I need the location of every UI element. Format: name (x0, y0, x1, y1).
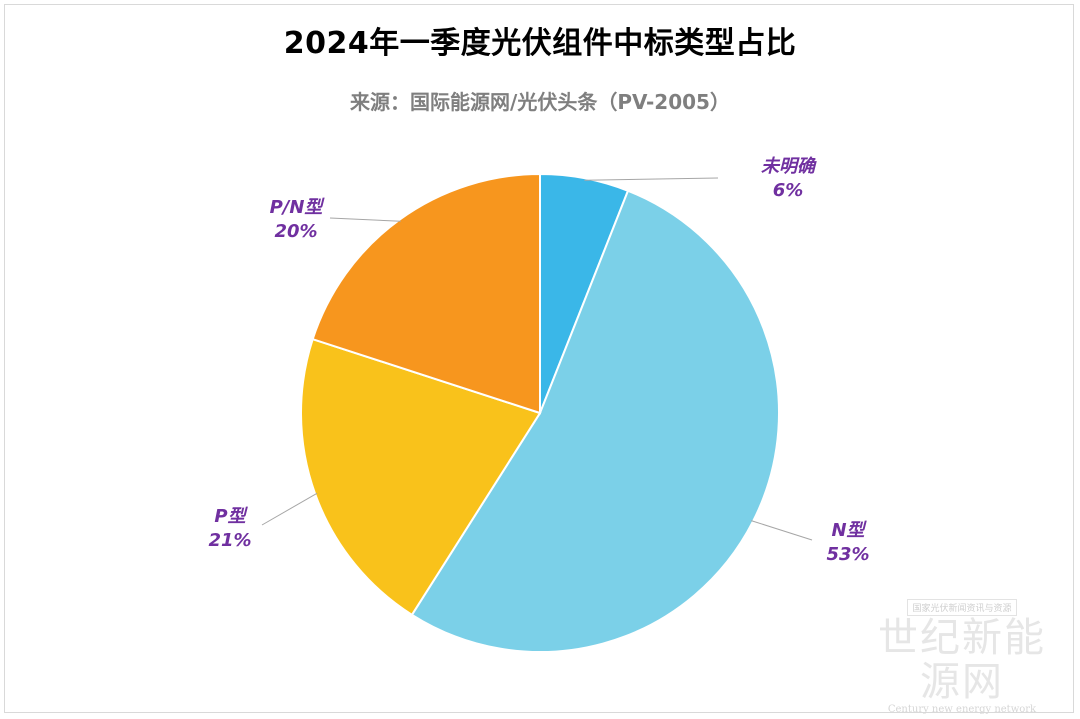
leader-line-2 (261, 492, 318, 526)
slice-name-label-1: N型 (831, 520, 867, 541)
slice-name-label-0: 未明确 (761, 156, 817, 177)
chart-title: 2024年一季度光伏组件中标类型占比 (283, 26, 797, 61)
slice-value-label-3: 20% (274, 221, 317, 242)
chart-subtitle: 来源：国际能源网/光伏头条（PV-2005） (350, 90, 730, 114)
watermark: 国家光伏新闻资讯与资源 世纪新能源网 Century new energy ne… (862, 596, 1062, 715)
slice-name-label-3: P/N型 (270, 197, 326, 218)
slice-value-label-2: 21% (208, 530, 251, 551)
leader-line-1 (751, 520, 813, 541)
leader-line-0 (584, 177, 719, 181)
leader-lines (261, 177, 813, 541)
watermark-tag: 国家光伏新闻资讯与资源 (907, 599, 1017, 616)
leader-line-3 (329, 217, 401, 222)
slice-labels: 未明确 6% N型 53% P型 21% P/N型 20% (208, 156, 869, 565)
watermark-subtitle: Century new energy network (887, 704, 1037, 715)
pie-slices (300, 172, 780, 653)
slice-value-label-1: 53% (826, 544, 869, 565)
pie-slice-3 (311, 172, 541, 415)
chart-frame (4, 4, 1074, 713)
slice-name-label-2: P型 (214, 506, 248, 527)
watermark-logo-text: 世纪新能源网 (878, 615, 1046, 705)
slice-value-label-0: 6% (773, 180, 804, 201)
